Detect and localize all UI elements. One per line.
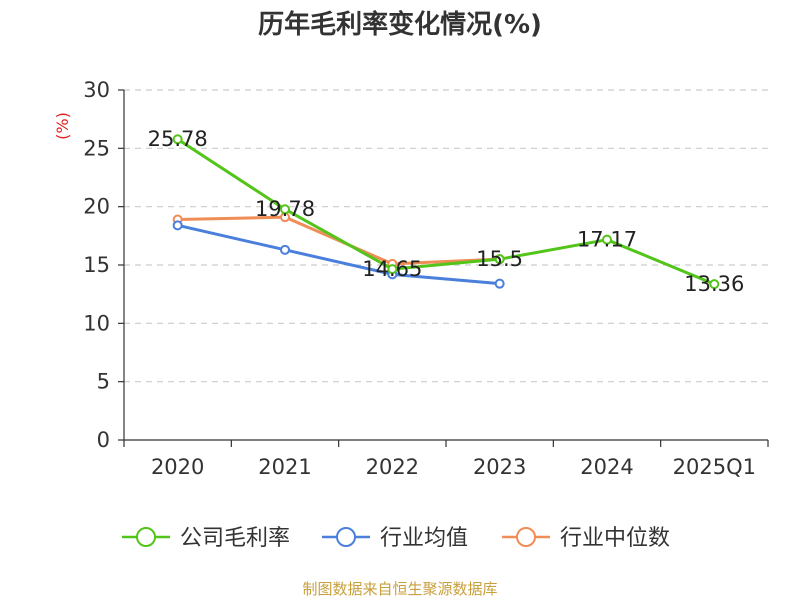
- legend-item: 行业均值: [322, 526, 468, 551]
- legend-marker: [136, 527, 156, 547]
- legend-label: 行业中位数: [560, 526, 670, 551]
- y-tick-label: 30: [83, 78, 110, 102]
- series-line: [177, 223, 500, 286]
- x-tick-label: 2024: [580, 455, 633, 479]
- data-point: [172, 134, 183, 145]
- data-point: [709, 279, 720, 290]
- x-tick-label: 2023: [473, 455, 526, 479]
- axes: 0 5 10 15 20 25 30 2020 2021 2022 2023 2024 2025Q1 (%…: [53, 78, 769, 479]
- y-tick-label: 0: [97, 428, 110, 452]
- data-point: [280, 204, 290, 215]
- data-point: [280, 244, 290, 255]
- series-lines: [172, 134, 720, 290]
- data-point: [602, 234, 612, 245]
- data-point: [172, 220, 183, 231]
- data-point: [387, 264, 398, 275]
- legend: 公司毛利率 行业均值 行业中位数: [122, 526, 670, 551]
- series-line: [176, 137, 715, 286]
- legend-marker: [516, 527, 536, 547]
- data-label: 25.78: [148, 127, 208, 151]
- x-tick-label: 2025Q1: [673, 455, 756, 479]
- x-tick-label: 2022: [366, 455, 419, 479]
- x-tick-label: 2021: [258, 455, 311, 479]
- legend-label: 公司毛利率: [180, 526, 290, 551]
- legend-item: 行业中位数: [502, 526, 670, 551]
- y-tick-label: 5: [97, 370, 110, 394]
- y-tick-label: 20: [83, 195, 110, 219]
- data-label: 19.78: [255, 197, 315, 221]
- data-label: 14.65: [362, 257, 422, 281]
- data-label: 17.17: [577, 228, 637, 252]
- x-tick-label: 2020: [151, 455, 204, 479]
- y-tick-label: 15: [83, 253, 110, 277]
- data-labels: 25.78 19.78 14.65 15.5 17.17 13.36: [148, 127, 745, 296]
- legend-label: 行业均值: [380, 526, 468, 551]
- data-label: 13.36: [684, 272, 744, 296]
- data-label: 15.5: [476, 247, 523, 271]
- y-tick-label: 25: [83, 136, 110, 160]
- legend-item: 公司毛利率: [122, 526, 290, 551]
- y-tick-label: 10: [83, 311, 110, 335]
- data-point: [494, 254, 505, 265]
- legend-marker: [336, 527, 356, 547]
- chart-title: 历年毛利率变化情况(%): [258, 10, 542, 40]
- data-point: [494, 278, 505, 289]
- y-axis-label: (%): [53, 112, 72, 140]
- source-note: 制图数据来自恒生聚源数据库: [302, 580, 498, 598]
